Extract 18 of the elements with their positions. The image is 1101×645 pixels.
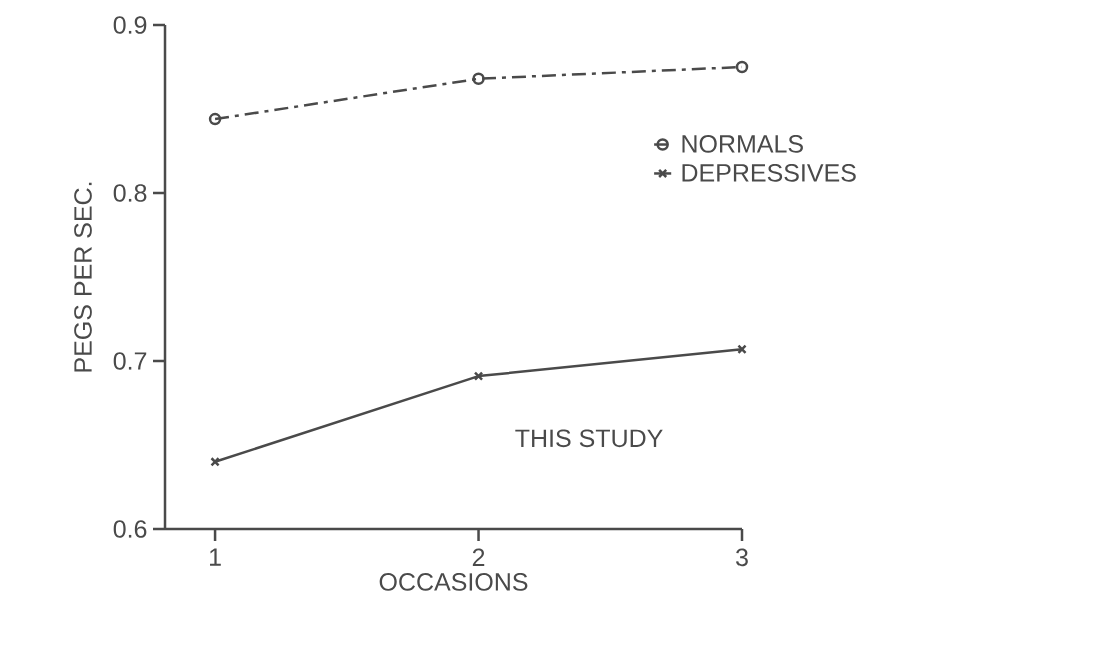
y-tick-label: 0.9: [113, 16, 147, 34]
legend-label: NORMALS: [682, 135, 803, 153]
point: [210, 457, 220, 467]
x-tick-label: 1: [210, 548, 221, 566]
annotation: THIS STUDY: [515, 429, 663, 448]
point: [472, 72, 485, 85]
x-tick-label: 2: [472, 548, 485, 566]
point: [737, 344, 747, 355]
y-tick-label: 0.6: [113, 520, 147, 538]
point: [208, 112, 222, 126]
y-axis-title: PEGS PER SEC.: [74, 182, 92, 372]
point: [735, 60, 749, 74]
legend-label: DEPRESSIVES: [682, 163, 856, 182]
x-tick-label: 3: [736, 548, 748, 567]
y-tick-label: 0.7: [113, 352, 147, 370]
point: [473, 371, 484, 381]
y-tick-label: 0.8: [113, 184, 147, 202]
x-axis-title: OCCASIONS: [379, 573, 528, 591]
